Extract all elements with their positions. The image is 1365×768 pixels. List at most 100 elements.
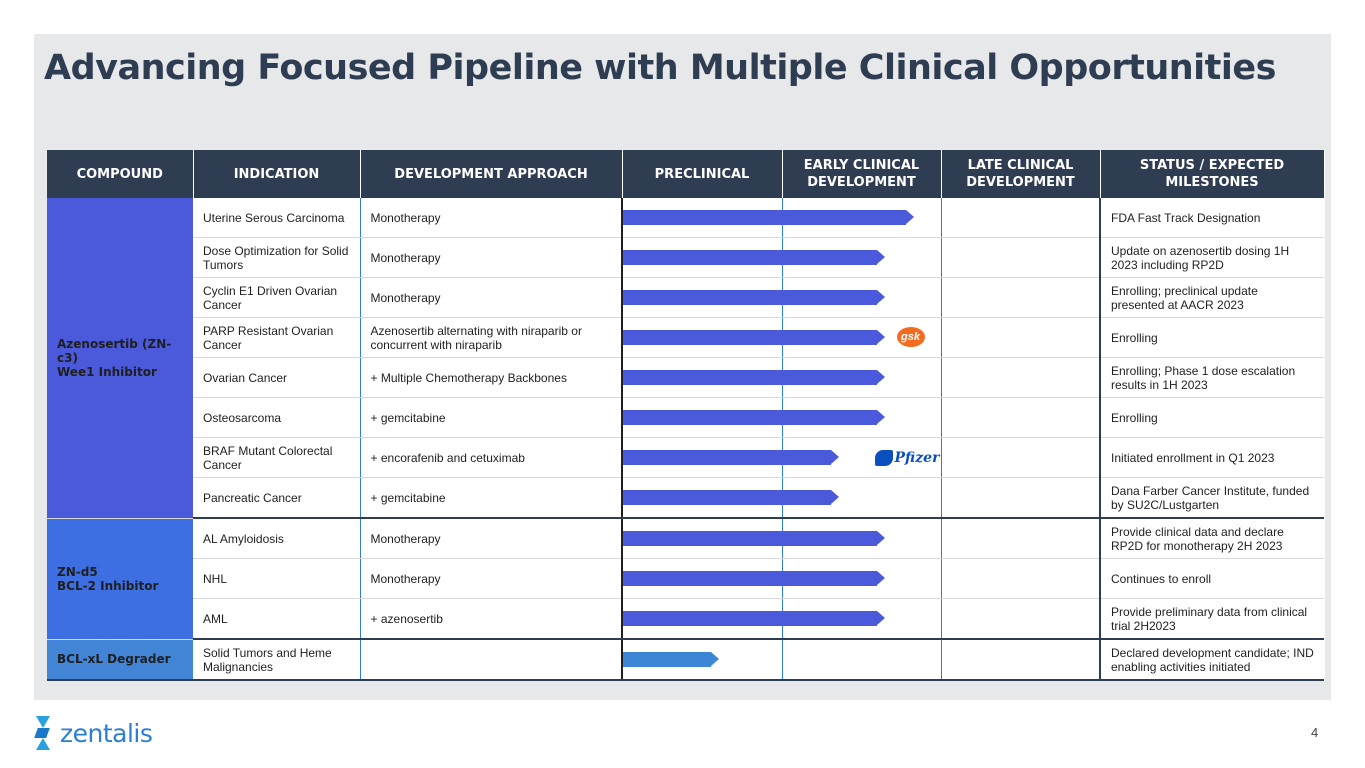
indication-cell: AL Amyloidosis: [193, 518, 361, 559]
late-clinical-cell: [941, 357, 1101, 398]
status-cell: Enrolling: [1100, 397, 1324, 438]
pfizer-logo: Pfizer: [874, 447, 940, 469]
header-status: STATUS / EXPECTED MILESTONES: [1100, 150, 1325, 198]
late-clinical-cell: [941, 598, 1101, 640]
header-indication: INDICATION: [193, 150, 361, 198]
early-clinical-cell: [782, 237, 942, 278]
compound-zn-d5: ZN-d5 BCL-2 Inhibitor: [47, 518, 193, 640]
approach-cell: Monotherapy: [360, 198, 623, 238]
approach-cell: Azenosertib alternating with niraparib o…: [360, 317, 623, 358]
header-approach: DEVELOPMENT APPROACH: [360, 150, 623, 198]
preclinical-cell: [622, 237, 885, 278]
preclinical-cell: [622, 317, 885, 358]
pipeline-row: BRAF Mutant Colorectal Cancer + encorafe…: [47, 437, 1324, 478]
early-clinical-cell: [782, 598, 942, 640]
pipeline-row: Ovarian Cancer + Multiple Chemotherapy B…: [47, 357, 1324, 398]
header-preclinical: PRECLINICAL: [622, 150, 783, 198]
pfizer-mark-icon: [874, 450, 893, 466]
page-number: 4: [1311, 725, 1319, 740]
indication-cell: Uterine Serous Carcinoma: [193, 198, 361, 238]
late-clinical-cell: [941, 477, 1101, 519]
early-clinical-cell: [782, 639, 942, 681]
header-early-line1: EARLY CLINICAL: [803, 158, 920, 173]
preclinical-cell: [622, 477, 839, 519]
pipeline-table: COMPOUND INDICATION DEVELOPMENT APPROACH…: [47, 150, 1325, 681]
progress-bar: [623, 652, 719, 667]
status-cell: Continues to enroll: [1100, 558, 1324, 599]
early-clinical-cell: [782, 518, 942, 559]
pipeline-row: BCL-xL Degrader Solid Tumors and Heme Ma…: [47, 639, 1324, 681]
compound-name: Azenosertib (ZN-c3): [57, 336, 172, 365]
status-cell: Dana Farber Cancer Institute, funded by …: [1100, 477, 1324, 519]
approach-cell: Monotherapy: [360, 277, 623, 318]
preclinical-cell: [622, 558, 885, 599]
pipeline-row: Pancreatic Cancer + gemcitabine Dana Far…: [47, 477, 1324, 519]
pipeline-row: Dose Optimization for Solid Tumors Monot…: [47, 237, 1324, 278]
header-row: COMPOUND INDICATION DEVELOPMENT APPROACH…: [47, 150, 1325, 198]
approach-cell: + gemcitabine: [360, 397, 623, 438]
early-clinical-cell: [782, 198, 942, 238]
header-late-clinical: LATE CLINICAL DEVELOPMENT: [941, 150, 1101, 198]
header-late-line2: DEVELOPMENT: [966, 175, 1075, 190]
header-late-line1: LATE CLINICAL: [967, 158, 1074, 173]
status-cell: Initiated enrollment in Q1 2023: [1100, 437, 1324, 478]
late-clinical-cell: [941, 317, 1101, 358]
approach-cell: Monotherapy: [360, 558, 623, 599]
zentalis-mark-icon: [34, 716, 52, 750]
slide-title: Advancing Focused Pipeline with Multiple…: [44, 48, 1276, 88]
early-clinical-cell: [782, 477, 942, 519]
indication-cell: Ovarian Cancer: [193, 357, 361, 398]
compound-class: BCL-2 Inhibitor: [57, 578, 159, 593]
status-cell: Declared development candidate; IND enab…: [1100, 639, 1324, 681]
preclinical-cell: [622, 277, 885, 318]
preclinical-cell: [622, 357, 885, 398]
early-clinical-cell: [782, 357, 942, 398]
pfizer-wordmark: Pfizer: [894, 450, 940, 466]
indication-cell: PARP Resistant Ovarian Cancer: [193, 317, 361, 358]
header-early-line2: DEVELOPMENT: [807, 175, 916, 190]
pipeline-row: NHL Monotherapy Continues to enroll: [47, 558, 1324, 599]
compound-name: ZN-d5: [57, 564, 98, 579]
status-cell: Provide clinical data and declare RP2D f…: [1100, 518, 1324, 559]
late-clinical-cell: [941, 639, 1101, 681]
pipeline-row: AML + azenosertib Provide preliminary da…: [47, 598, 1324, 640]
zentalis-logo: zentalis: [34, 716, 153, 750]
approach-cell: Monotherapy: [360, 518, 623, 559]
pipeline-row: ZN-d5 BCL-2 Inhibitor AL Amyloidosis Mon…: [47, 518, 1324, 640]
indication-cell: BRAF Mutant Colorectal Cancer: [193, 437, 361, 478]
compound-name: BCL-xL Degrader: [57, 652, 171, 667]
preclinical-cell: [622, 198, 914, 238]
early-clinical-cell: Pfizer: [782, 437, 942, 478]
compound-class: Wee1 Inhibitor: [57, 364, 157, 379]
approach-cell: + azenosertib: [360, 598, 623, 640]
late-clinical-cell: [941, 437, 1101, 478]
indication-cell: Osteosarcoma: [193, 397, 361, 438]
pipeline-row: Cyclin E1 Driven Ovarian Cancer Monother…: [47, 277, 1324, 318]
early-clinical-cell: [782, 277, 942, 318]
header-status-line2: MILESTONES: [1165, 175, 1259, 190]
approach-cell: + encorafenib and cetuximab: [360, 437, 623, 478]
indication-cell: Cyclin E1 Driven Ovarian Cancer: [193, 277, 361, 318]
approach-cell: [360, 639, 623, 681]
late-clinical-cell: [941, 558, 1101, 599]
early-clinical-cell: [782, 558, 942, 599]
header-status-line1: STATUS / EXPECTED: [1139, 158, 1285, 173]
compound-azenosertib: Azenosertib (ZN-c3) Wee1 Inhibitor: [47, 198, 193, 519]
logo-text: zentalis: [60, 718, 153, 748]
approach-cell: Monotherapy: [360, 237, 623, 278]
compound-bcl-xl: BCL-xL Degrader: [47, 639, 193, 681]
preclinical-cell: [622, 598, 885, 640]
indication-cell: NHL: [193, 558, 361, 599]
approach-cell: + Multiple Chemotherapy Backbones: [360, 357, 623, 398]
pipeline-row: Azenosertib (ZN-c3) Wee1 Inhibitor Uteri…: [47, 198, 1324, 519]
status-cell: Provide preliminary data from clinical t…: [1100, 598, 1324, 640]
status-cell: Enrolling; preclinical update presented …: [1100, 277, 1324, 318]
late-clinical-cell: [941, 277, 1101, 318]
approach-cell: + gemcitabine: [360, 477, 623, 519]
late-clinical-cell: [941, 397, 1101, 438]
indication-cell: Solid Tumors and Heme Malignancies: [193, 639, 361, 681]
preclinical-cell: [622, 437, 839, 478]
late-clinical-cell: [941, 198, 1101, 238]
status-cell: Enrolling: [1100, 317, 1324, 358]
preclinical-cell: [622, 639, 783, 681]
